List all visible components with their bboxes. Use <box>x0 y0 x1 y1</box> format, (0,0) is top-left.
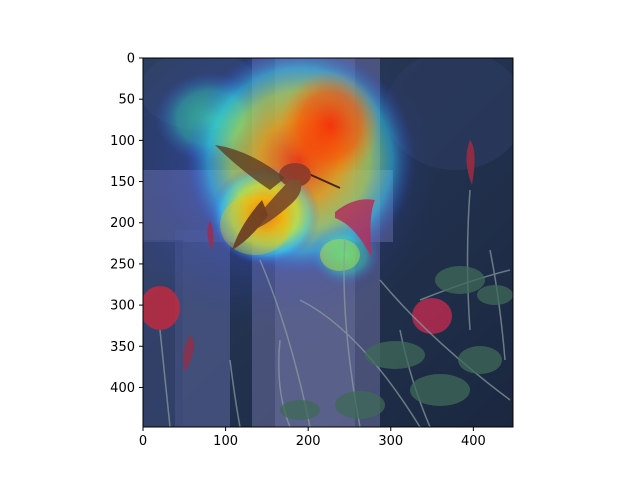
y-tick-label: 100 <box>110 134 135 149</box>
x-tick-label: 0 <box>139 434 147 449</box>
y-axis: 0 50 100 150 200 250 300 350 400 <box>110 52 143 396</box>
x-tick-label: 400 <box>461 434 486 449</box>
y-tick-label: 50 <box>118 93 135 108</box>
y-tick-label: 350 <box>110 340 135 355</box>
axes-frame <box>142 57 514 428</box>
y-tick-label: 200 <box>110 216 135 231</box>
y-tick-label: 300 <box>110 299 135 314</box>
y-tick-label: 400 <box>110 381 135 396</box>
hummingbird-icon <box>215 145 341 250</box>
x-tick-label: 100 <box>213 434 238 449</box>
x-tick-label: 300 <box>378 434 403 449</box>
y-tick-label: 150 <box>110 175 135 190</box>
x-tick-label: 200 <box>296 434 321 449</box>
y-tick-label: 250 <box>110 257 135 272</box>
y-tick-label: 0 <box>127 52 135 67</box>
foliage-leaves <box>280 266 513 420</box>
x-axis: 0 100 200 300 400 <box>139 427 486 449</box>
image-panel <box>143 58 513 427</box>
